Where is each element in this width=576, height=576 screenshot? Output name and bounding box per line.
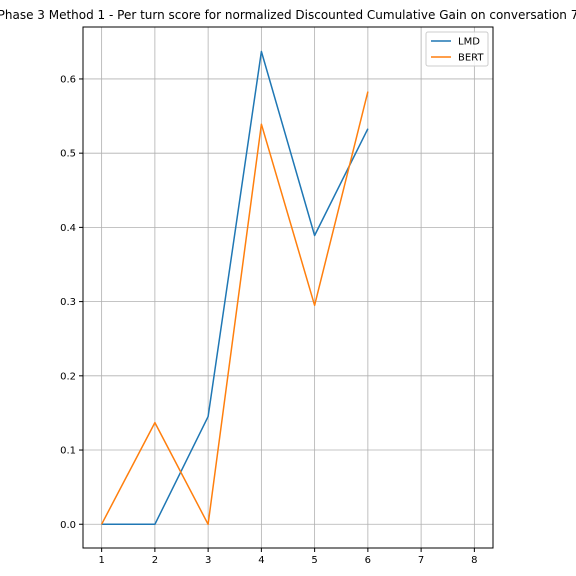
y-tick-label: 0.3 (60, 297, 76, 308)
plot-area-frame (82, 26, 494, 549)
x-tick-label: 5 (311, 555, 317, 566)
x-tick-label: 1 (98, 555, 104, 566)
grid-lines (83, 27, 493, 548)
series-line-bert (100, 91, 369, 526)
x-tick-label: 4 (258, 555, 264, 566)
x-tick-label: 6 (365, 555, 371, 566)
x-tick-label: 3 (205, 555, 211, 566)
chart-title-text: Phase 3 Method 1 - Per turn score for no… (0, 8, 576, 22)
x-tick-label: 2 (152, 555, 158, 566)
axis-ticks: 1 2 3 4 5 6 7 8 0.0 0.1 0.2 0.3 0.4 0.5 0.6 (60, 74, 477, 566)
y-tick-label: 0.4 (60, 223, 76, 234)
legend-label-lmd: LMD (458, 37, 480, 48)
chart-title: Phase 3 Method 1 - Per turn score for no… (0, 8, 576, 26)
series-lines (100, 50, 369, 526)
y-tick-label: 0.5 (60, 149, 76, 160)
series-line-lmd (101, 50, 369, 526)
y-tick-label: 0.6 (60, 74, 76, 85)
x-tick-label: 7 (418, 555, 424, 566)
y-tick-label: 0.1 (60, 446, 76, 457)
legend: LMD BERT (425, 31, 489, 67)
y-tick-label: 0.0 (60, 520, 76, 531)
legend-label-bert: BERT (458, 53, 484, 64)
y-tick-label: 0.2 (60, 371, 76, 382)
x-tick-label: 8 (471, 555, 477, 566)
